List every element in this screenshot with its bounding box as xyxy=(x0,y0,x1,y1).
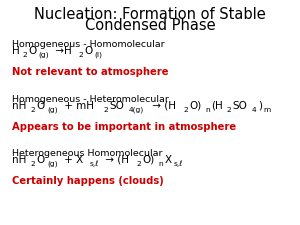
Text: 4: 4 xyxy=(252,107,256,113)
Text: 4(g): 4(g) xyxy=(129,107,144,113)
Text: n: n xyxy=(206,107,210,113)
Text: 2: 2 xyxy=(184,107,188,113)
Text: O: O xyxy=(84,46,92,56)
Text: + X: + X xyxy=(61,155,83,165)
Text: Appears to be important in atmosphere: Appears to be important in atmosphere xyxy=(12,122,236,132)
Text: m: m xyxy=(263,107,270,113)
Text: Homogeneous - Homomolecular: Homogeneous - Homomolecular xyxy=(12,40,165,49)
Text: Certainly happens (clouds): Certainly happens (clouds) xyxy=(12,176,164,186)
Text: 2: 2 xyxy=(137,161,141,167)
Text: Heterogeneous Homomolecular: Heterogeneous Homomolecular xyxy=(12,149,163,158)
Text: SO: SO xyxy=(110,101,124,111)
Text: O): O) xyxy=(190,101,202,111)
Text: nH: nH xyxy=(12,155,26,165)
Text: nH: nH xyxy=(12,101,26,111)
Text: Homogeneous - Heteromolecular: Homogeneous - Heteromolecular xyxy=(12,95,169,104)
Text: →H: →H xyxy=(52,46,72,56)
Text: n: n xyxy=(159,161,164,167)
Text: → (H: → (H xyxy=(102,155,129,165)
Text: → (H: → (H xyxy=(148,101,176,111)
Text: (g): (g) xyxy=(47,107,58,113)
Text: O: O xyxy=(37,101,45,111)
Text: O: O xyxy=(37,155,45,165)
Text: 2: 2 xyxy=(227,107,231,113)
Text: X: X xyxy=(165,155,172,165)
Text: O: O xyxy=(28,46,36,56)
Text: SO: SO xyxy=(233,101,248,111)
Text: Nucleation: Formation of Stable: Nucleation: Formation of Stable xyxy=(34,7,266,22)
Text: O): O) xyxy=(143,155,155,165)
Text: H: H xyxy=(12,46,20,56)
Text: 2: 2 xyxy=(103,107,108,113)
Text: s,ℓ: s,ℓ xyxy=(174,160,183,167)
Text: (H: (H xyxy=(212,101,223,111)
Text: + mH: + mH xyxy=(61,101,94,111)
Text: 2: 2 xyxy=(31,107,35,113)
Text: s,ℓ: s,ℓ xyxy=(90,160,99,167)
Text: (l): (l) xyxy=(95,52,103,58)
Text: 2: 2 xyxy=(78,52,83,58)
Text: 2: 2 xyxy=(31,161,35,167)
Text: Condensed Phase: Condensed Phase xyxy=(85,18,215,33)
Text: Not relevant to atmosphere: Not relevant to atmosphere xyxy=(12,67,169,77)
Text: (g): (g) xyxy=(47,161,58,167)
Text: ): ) xyxy=(258,101,262,111)
Text: (g): (g) xyxy=(39,52,50,58)
Text: 2: 2 xyxy=(22,52,27,58)
